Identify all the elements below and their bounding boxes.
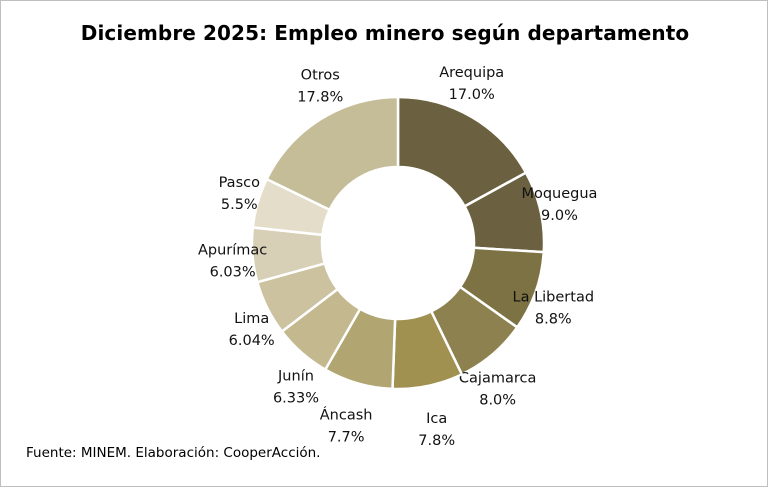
label-junin: Junín (277, 368, 314, 384)
value-label-arequipa: 17.0% (449, 87, 495, 103)
value-label-lima: 6.04% (229, 333, 275, 349)
value-label-ica: 7.8% (418, 433, 455, 449)
label-moquegua: Moquegua (521, 186, 597, 202)
label-cajamarca: Cajamarca (459, 370, 536, 386)
label-pasco: Pasco (219, 175, 261, 191)
slice-otros (265, 95, 400, 212)
value-label-pasco: 5.5% (221, 197, 258, 213)
label-ica: Ica (426, 411, 447, 427)
value-label-apurimac: 6.03% (210, 265, 256, 281)
value-label-junin: 6.33% (273, 390, 319, 406)
label-ancash: Áncash (320, 407, 373, 424)
label-otros: Otros (301, 68, 340, 84)
value-label-moquegua: 9.0% (541, 208, 578, 224)
value-label-ancash: 7.7% (328, 430, 365, 446)
source-note: Fuente: MINEM. Elaboración: CooperAcción… (26, 445, 321, 461)
label-lima: Lima (234, 311, 269, 327)
value-label-otros: 17.8% (297, 90, 343, 106)
value-label-la-libertad: 8.8% (535, 312, 572, 328)
label-arequipa: Arequipa (439, 65, 504, 81)
label-apurimac: Apurímac (198, 243, 267, 259)
chart-title: Diciembre 2025: Empleo minero según depa… (80, 21, 690, 45)
value-label-cajamarca: 8.0% (479, 392, 516, 408)
label-la-libertad: La Libertad (513, 290, 595, 306)
